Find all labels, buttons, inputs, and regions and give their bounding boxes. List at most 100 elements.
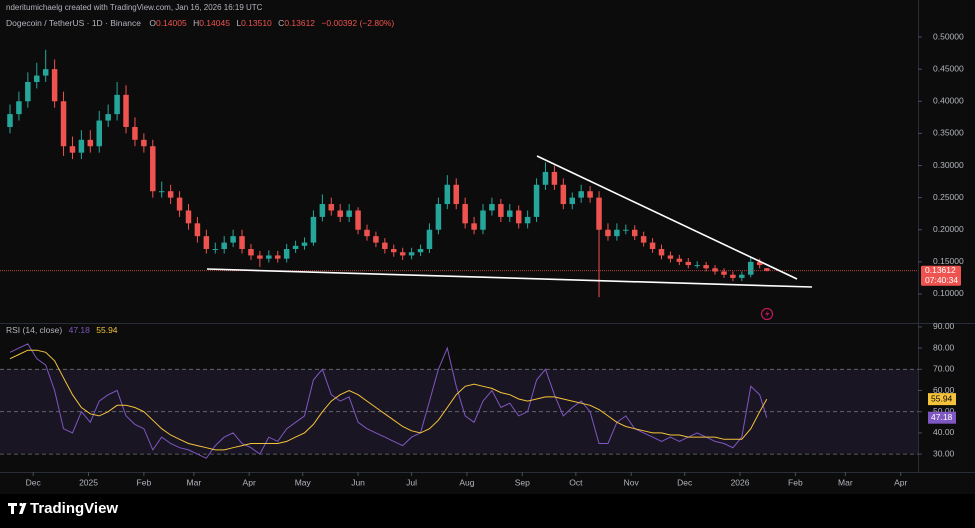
legend-value: 0.14005: [156, 18, 187, 28]
candle-body: [283, 249, 290, 259]
x-tick-label: May: [295, 477, 312, 487]
candle-body: [42, 69, 49, 76]
candle-body: [328, 204, 335, 211]
rsi-value: 47.18: [69, 325, 91, 335]
candle-body: [462, 204, 468, 224]
candle-body: [542, 171, 549, 185]
candle-body: [676, 258, 683, 262]
candle-body: [739, 274, 745, 278]
rsi-tick-label: 40.00: [933, 427, 955, 437]
rsi-tick-label: 30.00: [933, 448, 955, 458]
candle-body: [248, 249, 254, 256]
y-tick-label: 0.30000: [933, 160, 964, 170]
candle-body: [756, 261, 763, 266]
trend-line-upper: [536, 155, 798, 280]
candle-body: [301, 242, 308, 246]
candle-body: [364, 229, 370, 237]
candle-body: [399, 252, 406, 256]
rsi-value-box: [928, 393, 956, 406]
candle-body: [7, 114, 13, 127]
candle-body: [658, 249, 665, 256]
y-tick-label: 0.25000: [933, 192, 964, 202]
icon-ring[interactable]: [760, 307, 774, 321]
candle-body: [471, 223, 477, 230]
candle-body: [533, 184, 540, 217]
candle-body: [221, 242, 227, 250]
candle-body: [373, 236, 379, 243]
candles: [0, 49, 918, 298]
rsi-line: [9, 343, 768, 459]
legend-key: C: [278, 18, 284, 28]
logo-mark: [8, 503, 27, 514]
candle-body: [355, 210, 361, 230]
candle-body: [489, 204, 495, 211]
candle-body: [614, 229, 620, 237]
x-tick-label: Apr: [243, 477, 256, 487]
rsi-tick-label: 80.00: [933, 342, 955, 352]
x-tick-label: Apr: [894, 477, 907, 487]
candle-body: [444, 184, 451, 205]
legend-value: 0.14045: [199, 18, 230, 28]
candle-body: [730, 274, 736, 278]
candle-body: [16, 101, 22, 115]
candle-body: [578, 191, 584, 198]
rsi-tick-label: 50.00: [933, 406, 955, 416]
last-price-box: [921, 265, 961, 286]
y-tick-label: 0.10000: [933, 288, 964, 298]
candle-body: [176, 197, 183, 211]
icon-bolt[interactable]: [765, 310, 770, 318]
candle-body: [212, 249, 219, 251]
candle-body: [569, 197, 576, 205]
x-tick-label: 2026: [731, 477, 750, 487]
rsi-value-label: 55.94: [931, 393, 953, 403]
symbol-title: Dogecoin / TetherUS · 1D · Binance: [6, 18, 141, 28]
candle-body: [426, 229, 433, 250]
candle-body: [105, 114, 111, 121]
x-tick-label: Aug: [459, 477, 474, 487]
candle-body: [640, 236, 647, 243]
candle-body: [551, 171, 558, 185]
y-tick-label: 0.45000: [933, 63, 964, 73]
candle-body: [560, 184, 567, 205]
candle-body: [721, 271, 727, 275]
flash-icon[interactable]: [760, 307, 774, 321]
candle-body: [319, 204, 326, 217]
x-tick-label: 2025: [79, 477, 98, 487]
candle-body: [649, 242, 656, 250]
axes: 0.10000 0.15000 0.20000 0.25000 0.30000 0.350…: [26, 31, 964, 487]
rsi-ma-value: 55.94: [96, 325, 118, 335]
rsi-line: [9, 349, 768, 451]
candle-body: [605, 229, 611, 237]
last-price-label: 0.13612: [925, 265, 956, 275]
candle-body: [34, 75, 40, 82]
candle-body: [123, 94, 129, 127]
legend-value: 0.13510: [241, 18, 272, 28]
candle-body: [25, 81, 31, 102]
logo-dot: [19, 502, 23, 507]
candle-body: [292, 245, 299, 250]
header: Dogecoin / TetherUS · 1D · Binance O0.14…: [6, 18, 394, 28]
legend-key: O: [149, 18, 156, 28]
credit: nderitumichaelg created with TradingView…: [6, 3, 263, 12]
candle-body: [417, 249, 424, 253]
candle-body: [685, 261, 692, 266]
candle-body: [712, 268, 718, 272]
candle-body: [310, 216, 317, 243]
y-tick-label: 0.40000: [933, 96, 964, 106]
candle-body: [703, 265, 709, 269]
x-tick-label: Dec: [26, 477, 42, 487]
candle-body: [382, 242, 388, 250]
candle-body: [185, 210, 192, 224]
x-tick-label: Nov: [624, 477, 640, 487]
candle-body: [194, 223, 201, 237]
candle-body: [114, 94, 120, 115]
candle-body: [96, 120, 102, 147]
candle-body: [78, 139, 85, 153]
y-tick-label: 0.20000: [933, 224, 964, 234]
rsi-value-label: 47.18: [931, 412, 953, 422]
x-tick-label: Feb: [137, 477, 152, 487]
countdown: 07:40:34: [925, 275, 958, 285]
change: −0.00392 (−2.80%): [321, 18, 394, 28]
candle-body: [524, 216, 531, 224]
